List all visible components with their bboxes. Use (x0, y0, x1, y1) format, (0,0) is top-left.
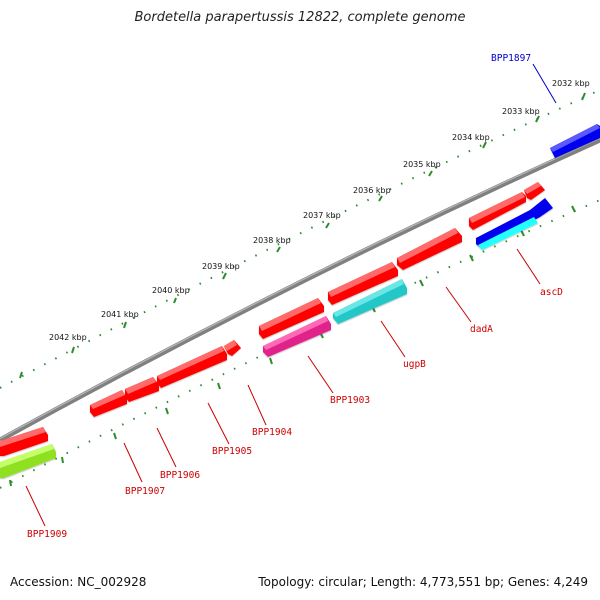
kbp-label-2041: 2041 kbp (101, 310, 139, 319)
gene-bpp1906[interactable] (125, 377, 159, 402)
leader-bpp1905 (207, 402, 230, 445)
kbp-label-2036: 2036 kbp (353, 186, 391, 195)
accession-text: Accession: NC_002928 (10, 575, 147, 589)
gene-ugpb[interactable] (333, 279, 407, 324)
kbp-label-2033: 2033 kbp (502, 107, 540, 116)
tick-2034 (482, 141, 487, 149)
inner-tick (269, 357, 273, 365)
tick-2035 (428, 170, 433, 177)
gene-bpp1903[interactable] (263, 316, 331, 357)
tick-2033 (535, 115, 540, 123)
tick-2039 (222, 272, 227, 280)
gene-label-ugpb[interactable]: ugpB (403, 359, 426, 370)
outer-dotted-track (0, 89, 600, 389)
tick-2040 (173, 297, 177, 304)
kbp-label-2035: 2035 kbp (403, 160, 441, 169)
forward-strand-features (0, 124, 600, 456)
inner-tick (61, 456, 64, 464)
gene-bpp1905[interactable] (157, 346, 227, 388)
tick-2041 (123, 321, 127, 329)
gene-label-bpp1909[interactable]: BPP1909 (27, 529, 67, 540)
inner-tick (9, 479, 12, 487)
outer-tick-track: 2032 kbp 2033 kbp 2034 kbp 2035 kbp 2036… (0, 79, 600, 389)
major-ticks (19, 92, 586, 379)
inner-dotted-track (0, 199, 600, 489)
kbp-label-2037: 2037 kbp (303, 211, 341, 220)
tick-2038 (276, 246, 281, 253)
leader-bpp1907 (123, 442, 143, 483)
leader-bpp1904 (247, 384, 267, 426)
gene-dada[interactable] (397, 228, 462, 270)
kbp-label-2032: 2032 kbp (552, 79, 590, 88)
gene-label-ascd[interactable]: ascD (540, 287, 563, 298)
backbone (0, 137, 600, 443)
backbone-ring (0, 137, 600, 443)
kbp-labels: 2032 kbp 2033 kbp 2034 kbp 2035 kbp 2036… (49, 79, 590, 342)
tick-2036 (378, 195, 383, 202)
tick-2037 (325, 222, 330, 229)
leader-bpp1897 (532, 63, 557, 104)
gene-label-bpp1906[interactable]: BPP1906 (160, 470, 200, 481)
gene-label-dada[interactable]: dadA (470, 324, 493, 335)
gene-bpp1907[interactable] (90, 390, 127, 417)
inner-tick-track (0, 199, 600, 489)
gene-bpp1904[interactable] (224, 340, 241, 356)
inner-tick (419, 279, 424, 287)
gene-feature-2034b[interactable] (469, 192, 526, 230)
reverse-strand-features (0, 198, 553, 478)
gene-feature-2043[interactable] (0, 427, 48, 456)
gene-label-bpp1897[interactable]: BPP1897 (491, 53, 531, 64)
gene-label-bpp1903[interactable]: BPP1903 (330, 395, 370, 406)
gene-label-bpp1904[interactable]: BPP1904 (252, 427, 292, 438)
tick-2042 (71, 346, 75, 354)
gene-label-bpp1905[interactable]: BPP1905 (212, 446, 252, 457)
leader-bpp1906 (156, 427, 177, 468)
leader-ascd (516, 248, 541, 285)
kbp-label-2038: 2038 kbp (253, 236, 291, 245)
leader-bpp1903 (307, 355, 334, 394)
backbone-highlight (0, 137, 600, 440)
inner-tick (165, 407, 169, 415)
gene-feature-2037[interactable] (259, 298, 324, 339)
tick-2043 (19, 371, 23, 379)
genome-stats-text: Topology: circular; Length: 4,773,551 bp… (258, 575, 588, 589)
tick-2032 (581, 92, 586, 101)
leader-dada (445, 286, 472, 323)
gene-bpp1897[interactable] (550, 124, 600, 158)
kbp-label-2034: 2034 kbp (452, 133, 490, 142)
gene-label-leaders (25, 63, 557, 527)
gene-feature-2036[interactable] (328, 262, 398, 305)
kbp-label-2040: 2040 kbp (152, 286, 190, 295)
gene-bpp1909[interactable] (0, 444, 56, 478)
inner-tick (520, 229, 525, 237)
inner-tick (571, 205, 576, 213)
inner-tick (217, 382, 221, 390)
kbp-label-2039: 2039 kbp (202, 262, 240, 271)
gene-label-bpp1907[interactable]: BPP1907 (125, 486, 165, 497)
gene-feature-2034[interactable] (524, 182, 545, 200)
leader-bpp1909 (25, 485, 46, 527)
map-title: Bordetella parapertussis 12822, complete… (134, 10, 466, 25)
leader-ugpb (380, 320, 406, 358)
inner-tick (469, 254, 474, 262)
kbp-label-2042: 2042 kbp (49, 333, 87, 342)
gene-ascd[interactable] (476, 198, 553, 250)
inner-tick (113, 432, 117, 440)
gene-labels: BPP1897 ascD dadA ugpB BPP1903 BPP1904 B… (27, 53, 563, 540)
